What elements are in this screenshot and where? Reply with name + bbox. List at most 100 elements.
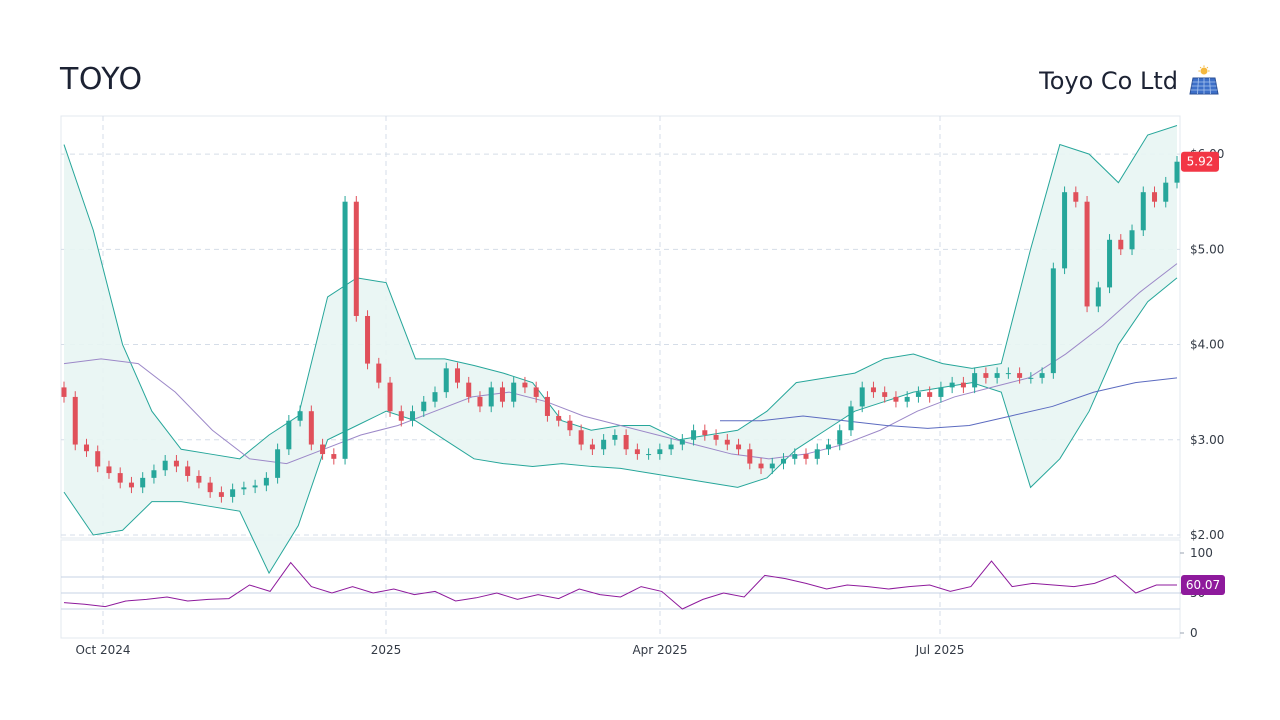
candle-body bbox=[848, 406, 854, 431]
candle-body bbox=[376, 363, 382, 383]
candle-body bbox=[736, 444, 742, 450]
candle-body bbox=[1017, 373, 1023, 378]
candle-body bbox=[488, 387, 494, 407]
candle-body bbox=[960, 382, 966, 388]
candle-body bbox=[972, 373, 978, 388]
candle-body bbox=[106, 466, 112, 474]
candle-body bbox=[1140, 192, 1146, 231]
candle-body bbox=[432, 392, 438, 402]
rsi-value-badge bbox=[1181, 574, 1225, 595]
candle-body bbox=[263, 477, 269, 486]
y-tick-label: $5.00 bbox=[1190, 242, 1224, 256]
candle-body bbox=[792, 454, 798, 459]
candle-body bbox=[882, 392, 888, 397]
x-tick-label: 2025 bbox=[371, 643, 402, 657]
candle-body bbox=[713, 435, 719, 440]
candle-body bbox=[983, 373, 989, 378]
candle-body bbox=[140, 477, 146, 488]
candle-body bbox=[1073, 192, 1079, 202]
candle-body bbox=[410, 411, 416, 421]
candle-body bbox=[241, 487, 247, 490]
candle-body bbox=[679, 439, 685, 445]
candle-body bbox=[1107, 239, 1113, 288]
candle-body bbox=[747, 449, 753, 464]
price-panel bbox=[61, 125, 1180, 575]
candle-body bbox=[702, 430, 708, 436]
candle-body bbox=[769, 463, 775, 469]
candle-body bbox=[691, 430, 697, 440]
candle-body bbox=[1084, 201, 1090, 307]
candle-body bbox=[511, 382, 517, 402]
candle-body bbox=[859, 387, 865, 407]
candle-body bbox=[938, 387, 944, 397]
candle-body bbox=[837, 430, 843, 445]
candle-body bbox=[353, 201, 359, 316]
candle-body bbox=[443, 368, 449, 393]
candle-body bbox=[1152, 192, 1158, 202]
candle-body bbox=[308, 411, 314, 445]
candle-body bbox=[151, 470, 157, 478]
candle-body bbox=[185, 466, 191, 476]
candle-body bbox=[365, 315, 371, 364]
candle-body bbox=[533, 387, 539, 397]
x-tick-label: Oct 2024 bbox=[75, 643, 130, 657]
candle-body bbox=[634, 449, 640, 455]
candle-body bbox=[218, 492, 224, 497]
candle-body bbox=[758, 463, 764, 469]
candle-body bbox=[61, 387, 67, 397]
candle-body bbox=[522, 382, 528, 388]
candle-body bbox=[297, 411, 303, 421]
candle-body bbox=[342, 201, 348, 459]
candle-body bbox=[556, 415, 562, 421]
candle-body bbox=[949, 382, 955, 388]
x-tick-label: Apr 2025 bbox=[632, 643, 687, 657]
x-tick-label: Jul 2025 bbox=[915, 643, 965, 657]
candle-body bbox=[589, 444, 595, 450]
candle-body bbox=[230, 489, 236, 497]
candle-body bbox=[1028, 377, 1034, 379]
candle-body bbox=[781, 458, 787, 464]
candle-body bbox=[499, 387, 505, 402]
bollinger-lower-line bbox=[63, 277, 1178, 575]
candle-body bbox=[173, 460, 179, 467]
candle-body bbox=[421, 401, 427, 412]
rsi-tick-label: 100 bbox=[1190, 546, 1213, 560]
candle-body bbox=[825, 444, 831, 450]
last-price-badge bbox=[1181, 151, 1219, 172]
candle-body bbox=[331, 454, 337, 459]
candle-body bbox=[646, 454, 652, 456]
solar-panel-icon bbox=[1189, 65, 1219, 95]
sma-200-line bbox=[720, 377, 1178, 429]
candle-body bbox=[578, 430, 584, 445]
chart-axes: Oct 2024 2025 Apr 2025 Jul 2025 $2.00 $3.00 $4… bbox=[75, 147, 1225, 657]
candle-body bbox=[904, 396, 910, 402]
candle-body bbox=[1118, 239, 1124, 250]
candle-body bbox=[466, 382, 472, 397]
candle-body bbox=[398, 411, 404, 421]
ticker-symbol: TOYO bbox=[60, 62, 143, 97]
rsi-tick-label: 0 bbox=[1190, 626, 1198, 640]
last-price-label: 5.92 bbox=[1187, 155, 1214, 169]
candle-body bbox=[286, 420, 292, 450]
candle-body bbox=[544, 396, 550, 416]
candle-body bbox=[567, 420, 573, 431]
candle-body bbox=[252, 485, 258, 488]
candle-body bbox=[814, 449, 820, 459]
candle-body bbox=[128, 482, 134, 488]
rsi-panel-frame bbox=[60, 539, 1181, 639]
candle-body bbox=[454, 368, 460, 383]
y-tick-label: $4.00 bbox=[1190, 338, 1224, 352]
candle-body bbox=[1163, 182, 1169, 202]
candle-body bbox=[657, 449, 663, 455]
candle-body bbox=[915, 392, 921, 397]
price-panel-frame bbox=[60, 115, 1181, 539]
candle-body bbox=[387, 382, 393, 412]
candle-body bbox=[83, 444, 89, 452]
candle-body bbox=[601, 439, 607, 450]
candle-body bbox=[724, 439, 730, 445]
candle-body bbox=[1129, 230, 1135, 250]
candle-body bbox=[1050, 268, 1056, 374]
candle-body bbox=[1005, 373, 1011, 375]
